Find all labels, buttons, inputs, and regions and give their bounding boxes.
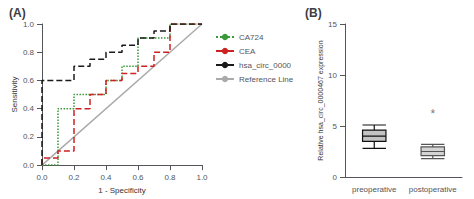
svg-text:0.6: 0.6: [132, 173, 144, 182]
svg-text:0.8: 0.8: [23, 48, 35, 57]
svg-text:1 - Specificity: 1 - Specificity: [98, 186, 146, 195]
svg-text:(A): (A): [9, 6, 26, 20]
svg-text:5: 5: [333, 122, 338, 131]
svg-text:Relative hsa_circ_0000467 expr: Relative hsa_circ_0000467 expression: [317, 40, 325, 160]
svg-text:Sensitivity: Sensitivity: [10, 77, 19, 113]
svg-text:0.4: 0.4: [100, 173, 112, 182]
svg-text:0: 0: [333, 173, 338, 182]
svg-text:Reference Line: Reference Line: [239, 75, 294, 84]
svg-text:1.0: 1.0: [23, 20, 35, 29]
svg-text:0.8: 0.8: [164, 173, 176, 182]
svg-text:hsa_circ_0000: hsa_circ_0000: [239, 61, 292, 70]
svg-text:postoperative: postoperative: [409, 185, 458, 194]
svg-text:*: *: [430, 107, 435, 121]
svg-text:0.2: 0.2: [68, 173, 80, 182]
svg-text:15: 15: [328, 20, 337, 29]
svg-text:0.6: 0.6: [23, 76, 35, 85]
svg-text:CEA: CEA: [239, 47, 256, 56]
svg-text:0.4: 0.4: [23, 104, 35, 113]
svg-text:0.0: 0.0: [36, 173, 48, 182]
svg-text:(B): (B): [305, 6, 322, 20]
svg-text:0.0: 0.0: [23, 161, 35, 170]
svg-text:10: 10: [328, 71, 337, 80]
svg-text:preoperative: preoperative: [352, 185, 397, 194]
svg-text:1.0: 1.0: [196, 173, 208, 182]
svg-text:0.2: 0.2: [23, 132, 35, 141]
svg-text:CA724: CA724: [239, 33, 264, 42]
